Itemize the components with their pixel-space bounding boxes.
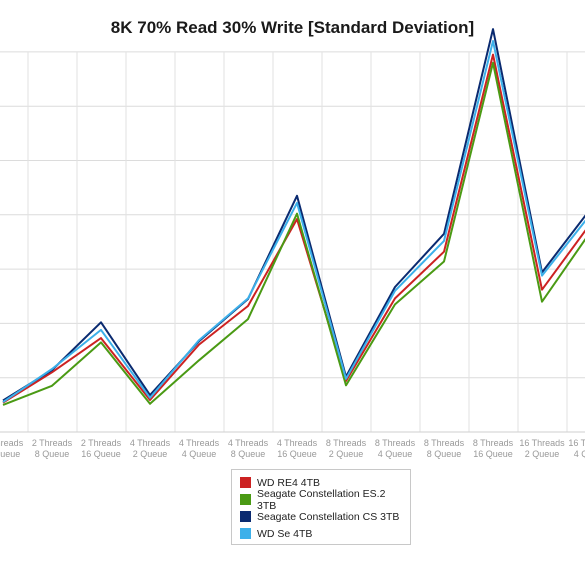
x-tick-label: 1 Threads: [0, 438, 24, 448]
legend-label: Seagate Constellation CS 3TB: [257, 510, 400, 523]
x-tick-label: 8 Queue: [231, 449, 266, 459]
x-tick-label: 16 Queue: [81, 449, 121, 459]
series-line: [2, 53, 585, 404]
legend-swatch: [240, 494, 251, 505]
chart-title: 8K 70% Read 30% Write [Standard Deviatio…: [110, 18, 475, 37]
x-tick-label: 8 Queue: [35, 449, 70, 459]
x-tick-label: 2 Queue: [329, 449, 364, 459]
legend-item: WD Se 4TB: [240, 525, 402, 542]
x-tick-label: 1 Queue: [0, 449, 20, 459]
legend-label: Seagate Constellation ES.2 3TB: [257, 487, 386, 512]
legend-swatch: [240, 528, 251, 539]
legend-label: WD Se 4TB: [257, 527, 313, 540]
legend-label: WD RE4 4TB: [257, 476, 321, 489]
series-line: [2, 61, 585, 406]
x-tick-label: 8 Threads: [326, 438, 367, 448]
x-tick-label: 8 Threads: [473, 438, 514, 448]
legend-swatch: [240, 511, 251, 522]
legend-item: Seagate Constellation ES.2 3TB: [240, 488, 402, 512]
x-tick-label: 4 Queue: [182, 449, 217, 459]
legend-item: Seagate Constellation CS 3TB: [240, 508, 402, 525]
x-tick-label: 16 Threads: [519, 438, 565, 448]
x-tick-label: 16 Threads: [568, 438, 585, 448]
series-lines: [2, 28, 585, 406]
x-tick-label: 8 Threads: [375, 438, 416, 448]
x-tick-label: 16 Queue: [277, 449, 317, 459]
x-tick-label: 4 Queue: [378, 449, 413, 459]
x-tick-label: 8 Threads: [424, 438, 465, 448]
series-line: [2, 40, 585, 403]
x-tick-label: 4 Threads: [277, 438, 318, 448]
x-tick-label: 4 Threads: [179, 438, 220, 448]
x-tick-label: 2 Threads: [32, 438, 73, 448]
legend-item: WD RE4 4TB: [240, 474, 402, 491]
x-tick-label: 8 Queue: [427, 449, 462, 459]
x-tick-label: 16 Queue: [473, 449, 513, 459]
series-line: [2, 28, 585, 402]
x-tick-label: 4 Threads: [228, 438, 269, 448]
legend: WD RE4 4TB Seagate Constellation ES.2 3TB…: [231, 469, 411, 545]
x-tick-label: 4 Threads: [130, 438, 171, 448]
x-tick-label: 2 Threads: [81, 438, 122, 448]
x-tick-label: 2 Queue: [525, 449, 560, 459]
legend-swatch: [240, 477, 251, 488]
x-tick-label: 2 Queue: [133, 449, 168, 459]
x-tick-label: 4 Queue: [574, 449, 585, 459]
